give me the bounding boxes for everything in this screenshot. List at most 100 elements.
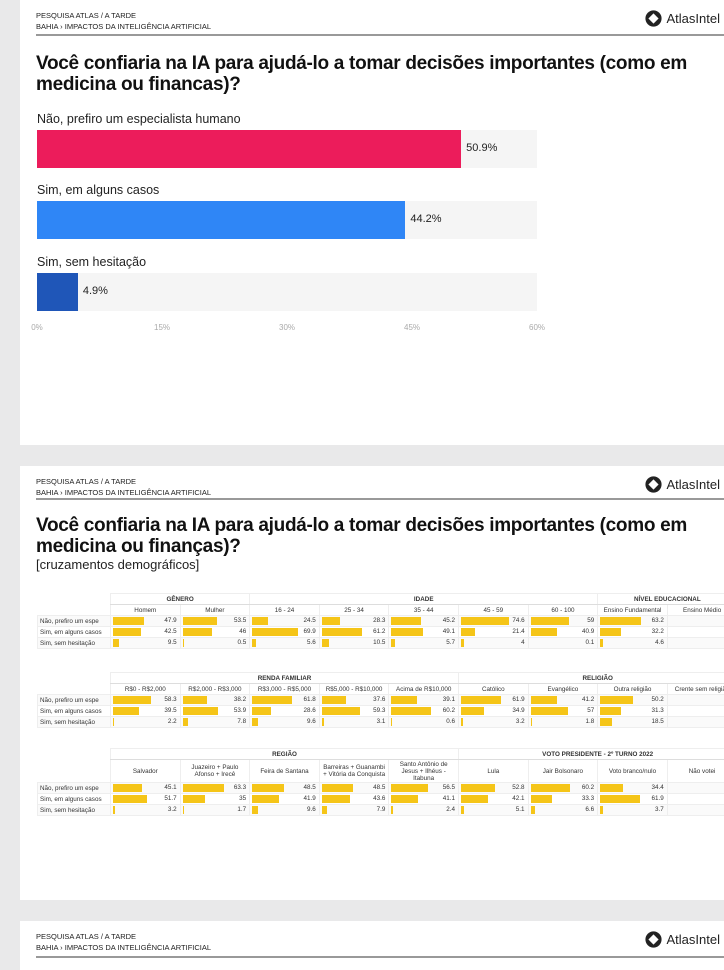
cell-value: 61.8 (303, 696, 316, 703)
data-cell: 47.9 (110, 615, 181, 627)
cell-value: 9.6 (307, 806, 316, 813)
cell-value: 7.8 (237, 718, 247, 725)
slide-header: PESQUISA ATLAS / A TARDE BAHIA › IMPACTO… (36, 10, 211, 32)
data-cell: 49.1 (388, 626, 459, 638)
bar-track: 44.2% (37, 201, 537, 239)
table-row: Sim, sem hesitação 3.2 1.7 9.6 7.9 2.4 5.1 6.6 3… (37, 804, 724, 816)
cell-value: 18.5 (651, 718, 664, 725)
data-cell: 5.7 (388, 637, 459, 649)
value-bar (460, 628, 475, 636)
data-cell: 9.6 (249, 716, 320, 728)
data-cell: 63.3 (179, 782, 251, 794)
cell-value: 56.5 (442, 784, 455, 791)
cell-value: 50.2 (651, 696, 664, 703)
cell-value: 3.7 (654, 806, 664, 813)
data-cell: 51.7 (110, 793, 181, 805)
empty-corner (37, 748, 111, 760)
survey-name: PESQUISA ATLAS / A TARDE (36, 11, 137, 20)
value-bar (321, 806, 327, 814)
cell-value: 0.1 (585, 639, 595, 646)
data-cell: 6.6 (527, 804, 599, 816)
column-header: Voto branco/nulo (597, 759, 668, 783)
cell-value: 74.6 (512, 617, 525, 624)
cell-value: 1.7 (237, 806, 247, 813)
value-bar (600, 707, 621, 715)
bar-track: 50.9% (37, 130, 537, 168)
cell-value: 61.9 (512, 696, 525, 703)
crosstab-table: RENDA FAMILIAR RELIGIÃO R$0 - R$2,000 R$2,0… (37, 672, 724, 728)
column-header: Feira de Santana (249, 759, 320, 783)
value-bar (600, 718, 613, 726)
group-header: RENDA FAMILIAR (109, 672, 460, 684)
column-header: Barreiras + Guanambi + Vitória da Conqui… (318, 759, 390, 783)
table-row: Não, prefiro um espe 47.9 53.5 24.5 28.3 45.2… (37, 615, 724, 627)
cell-value: 9.5 (167, 639, 177, 646)
data-cell: 0.5 (179, 637, 251, 649)
data-cell: 2.4 (388, 804, 459, 816)
data-cell (666, 782, 724, 794)
cell-value: 46 (239, 628, 247, 635)
column-header: R$0 - R$2,000 (110, 683, 181, 695)
value-bar (600, 806, 603, 814)
data-cell: 58.3 (110, 694, 181, 706)
column-header: Salvador (110, 759, 181, 783)
bar-value-label: 4.9% (82, 285, 108, 297)
data-cell: 74.6 (457, 615, 529, 627)
cell-value: 39.1 (442, 696, 456, 703)
column-header: Homem (110, 604, 181, 616)
empty-corner (37, 672, 111, 684)
data-cell: 2.2 (110, 716, 181, 728)
logo-text: AtlasIntel (666, 477, 720, 492)
atlas-logo-icon (644, 10, 662, 27)
data-cell: 28.6 (249, 705, 320, 717)
value-bar (461, 707, 484, 715)
data-cell: 21.4 (457, 626, 529, 638)
value-bar (600, 696, 633, 704)
value-bar (182, 784, 224, 792)
data-cell: 3.7 (597, 804, 668, 816)
data-cell: 42.1 (457, 793, 529, 805)
column-header: Católico (458, 683, 529, 695)
bar (37, 273, 78, 311)
value-bar (530, 795, 553, 803)
cell-value: 40.9 (581, 628, 595, 635)
bar-track: 4.9% (37, 273, 537, 311)
table-row: Sim, em alguns casos 51.7 35 41.9 43.6 41.1 42… (37, 793, 724, 805)
column-header: R$2,000 - R$3,000 (179, 683, 251, 695)
cell-value: 53.9 (233, 707, 247, 714)
data-cell: 41.9 (249, 793, 320, 805)
slide-1: PESQUISA ATLAS / A TARDE BAHIA › IMPACTO… (20, 0, 724, 445)
logo-text: AtlasIntel (666, 932, 720, 947)
column-header: Mulher (179, 604, 251, 616)
data-cell: 5.1 (457, 804, 529, 816)
column-header: R$5,000 - R$10,000 (318, 683, 390, 695)
cell-value: 57 (587, 707, 595, 714)
column-header: R$3,000 - R$5,000 (249, 683, 320, 695)
column-header: 60 - 100 (527, 604, 599, 616)
column-header: Crente sem religião (666, 683, 724, 695)
data-cell: 59 (527, 615, 599, 627)
value-bar (391, 795, 419, 803)
column-header: Lula (457, 759, 529, 783)
question-title: Você confiaria na IA para ajudá-lo a tom… (36, 53, 687, 95)
data-cell: 61.8 (249, 694, 320, 706)
value-bar (252, 707, 271, 715)
column-header: Jair Bolsonaro (527, 759, 599, 783)
table-row: Sim, sem hesitação 2.2 7.8 9.6 3.1 0.6 3.2 1.8 1… (37, 716, 724, 728)
axis-tick-label: 15% (153, 323, 171, 332)
empty-corner (37, 683, 111, 695)
value-bar (113, 628, 141, 636)
cell-value: 28.3 (373, 617, 386, 624)
data-cell (666, 694, 724, 706)
cell-value: 0.5 (237, 639, 247, 646)
data-cell: 50.2 (597, 694, 668, 706)
table-row: Não, prefiro um espe 45.1 63.3 48.5 48.5 56.5… (37, 782, 724, 794)
atlasintel-logo: AtlasIntel (644, 10, 720, 27)
cell-value: 48.5 (303, 784, 316, 791)
table-row: Sim, sem hesitação 9.5 0.5 5.6 10.5 5.7 4 0.1 4.… (37, 637, 724, 649)
data-cell: 9.5 (110, 637, 181, 649)
axis-tick-label: 30% (278, 323, 296, 332)
cell-value: 51.7 (164, 795, 177, 802)
row-label: Sim, sem hesitação (37, 804, 111, 816)
data-cell: 4 (457, 637, 529, 649)
